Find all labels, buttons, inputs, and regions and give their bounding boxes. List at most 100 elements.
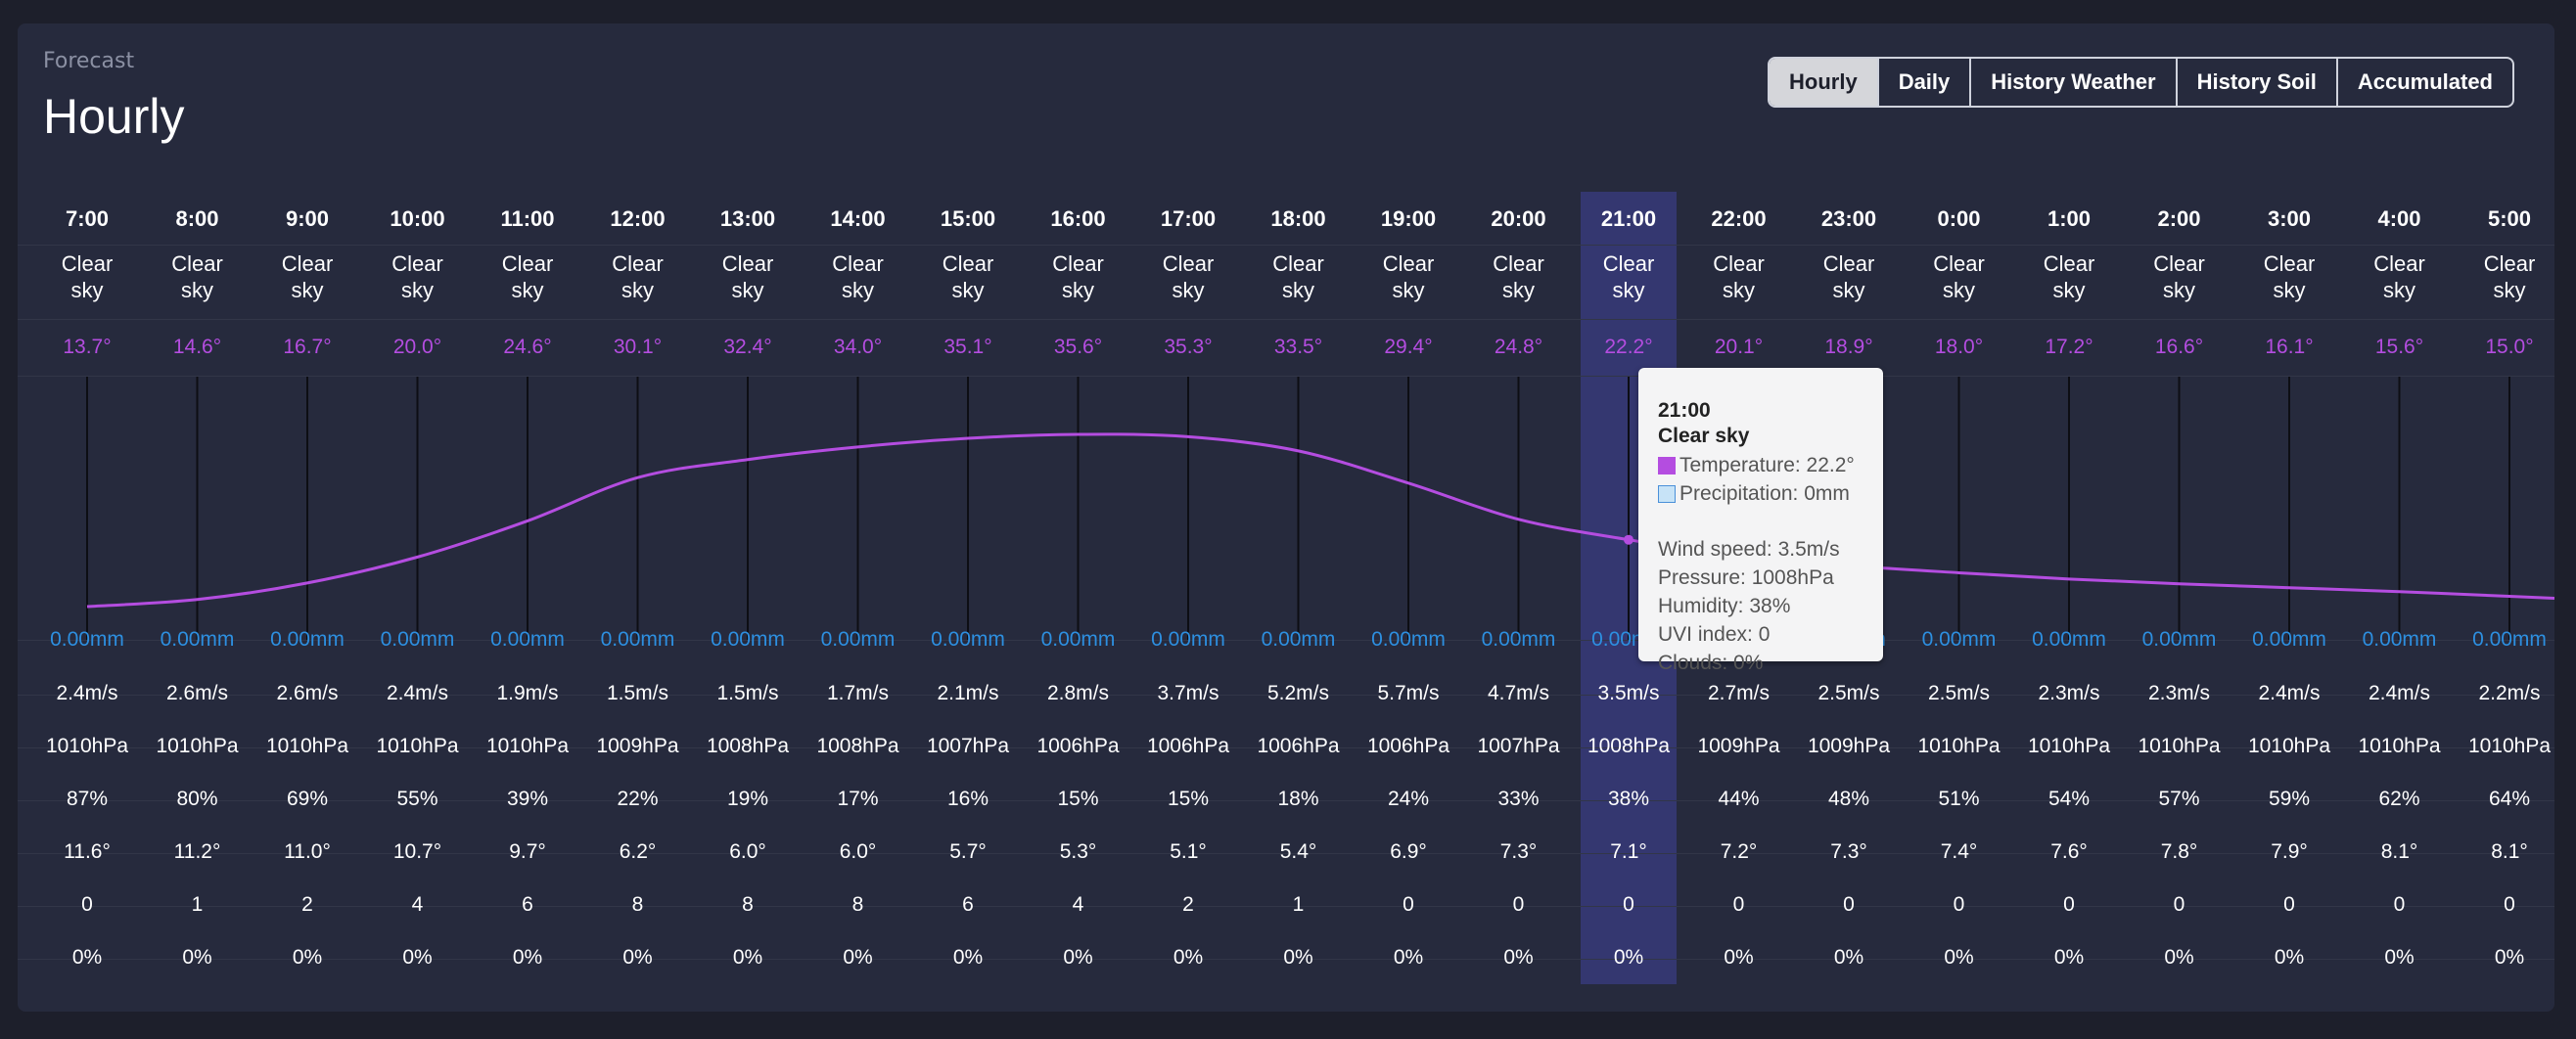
- hour-wind-speed: 2.4m/s: [56, 682, 118, 704]
- hour-condition-line: sky: [1502, 278, 1535, 302]
- tab-history-weather[interactable]: History Weather: [1969, 59, 2175, 106]
- tooltip-time: 21:00: [1658, 399, 1711, 422]
- forecast-label: Forecast: [43, 49, 135, 73]
- hour-humidity: 48%: [1827, 788, 1870, 810]
- chart-tooltip: 21:00 Clear sky Temperature: 22.2° Preci…: [1638, 368, 1883, 674]
- hour-clouds: 0%: [1283, 946, 1313, 969]
- view-tabs: Hourly Daily History Weather History Soil Ac…: [1768, 57, 2514, 108]
- hour-dew-point: 7.4°: [1940, 840, 1978, 863]
- hour-pressure: 1008hPa: [706, 735, 790, 757]
- hour-temperature: 22.2°: [1604, 336, 1653, 358]
- hour-wind-speed: 2.2m/s: [2478, 682, 2541, 704]
- hour-condition-line: sky: [1392, 278, 1425, 302]
- hour-pressure: 1009hPa: [1697, 735, 1780, 757]
- hour-time: 19:00: [1380, 206, 1437, 231]
- hour-condition-line: Clear: [721, 251, 774, 276]
- hour-wind-speed: 3.7m/s: [1157, 682, 1219, 704]
- hour-pressure: 1006hPa: [1257, 735, 1340, 757]
- hour-uv-index: 0: [81, 893, 93, 916]
- hour-wind-speed: 1.7m/s: [826, 682, 890, 704]
- hour-time: 14:00: [830, 206, 886, 231]
- hour-condition-line: sky: [2163, 278, 2195, 302]
- hour-pressure: 1010hPa: [2027, 735, 2111, 757]
- hour-precipitation: 0.00mm: [820, 628, 896, 651]
- hour-wind-speed: 2.6m/s: [165, 682, 229, 704]
- hour-condition-line: Clear: [61, 251, 114, 276]
- hour-precipitation: 0.00mm: [380, 628, 455, 651]
- temperature-line: [86, 432, 2554, 609]
- hour-temperature: 15.0°: [2485, 336, 2534, 358]
- hour-time: 22:00: [1711, 206, 1767, 231]
- hour-temperature: 30.1°: [613, 336, 663, 358]
- hour-clouds: 0%: [1724, 946, 1754, 969]
- hour-condition-line: Clear: [281, 251, 334, 276]
- hour-precipitation: 0.00mm: [931, 628, 1005, 651]
- hour-condition-line: Clear: [1713, 251, 1765, 276]
- hour-clouds: 0%: [2053, 946, 2085, 969]
- hour-condition: Clear sky: [804, 250, 913, 309]
- hour-precipitation: 0.00mm: [2032, 628, 2106, 651]
- hour-condition-line: sky: [1943, 278, 1975, 302]
- hour-condition-line: Clear: [612, 251, 664, 276]
- hour-pressure: 1010hPa: [485, 735, 570, 757]
- hour-time: 5:00: [2487, 206, 2532, 231]
- hour-precipitation: 0.00mm: [2472, 628, 2547, 651]
- hour-dew-point: 5.7°: [949, 840, 987, 863]
- page-title: Hourly: [43, 89, 185, 144]
- hour-dew-point: 11.6°: [64, 840, 111, 863]
- hour-condition: Clear sky: [1464, 250, 1574, 309]
- hour-clouds: 0%: [1503, 946, 1534, 969]
- hour-humidity: 22%: [617, 788, 659, 810]
- hour-temperature: 20.0°: [392, 336, 442, 358]
- hour-time: 16:00: [1050, 206, 1106, 231]
- tooltip-precipitation: Precipitation: 0mm: [1679, 482, 1850, 505]
- row-separator: [18, 747, 2554, 748]
- hour-condition-line: Clear: [1382, 251, 1435, 276]
- hour-dew-point: 6.2°: [619, 840, 657, 863]
- hour-condition-line: sky: [2273, 278, 2306, 302]
- hour-condition: Clear sky: [143, 250, 253, 309]
- hour-condition: Clear sky: [1574, 250, 1683, 309]
- hour-clouds: 0%: [1063, 946, 1093, 969]
- tab-hourly[interactable]: Hourly: [1770, 59, 1877, 106]
- hour-dew-point: 7.2°: [1720, 840, 1758, 863]
- hour-pressure: 1010hPa: [2358, 735, 2441, 757]
- hour-precipitation: 0.00mm: [1921, 628, 1997, 651]
- temperature-point[interactable]: [1624, 534, 1633, 545]
- hour-temperature: 16.7°: [283, 336, 332, 358]
- hour-wind-speed: 2.5m/s: [1927, 682, 1991, 704]
- hour-dew-point: 6.9°: [1390, 840, 1427, 863]
- hour-condition-line: sky: [291, 278, 324, 302]
- hour-condition-line: sky: [1832, 278, 1865, 302]
- hour-uv-index: 1: [1292, 893, 1305, 916]
- hour-dew-point: 5.4°: [1279, 840, 1317, 863]
- hour-temperature: 16.6°: [2154, 336, 2204, 358]
- tab-history-soil[interactable]: History Soil: [2175, 59, 2336, 106]
- hour-pressure: 1008hPa: [1587, 735, 1671, 757]
- hour-wind-speed: 2.4m/s: [2368, 682, 2431, 704]
- row-separator: [18, 906, 2554, 907]
- hour-pressure: 1007hPa: [926, 735, 1010, 757]
- tooltip-pressure: Pressure: 1008hPa: [1658, 566, 1834, 589]
- hour-temperature: 34.0°: [833, 336, 883, 358]
- hour-clouds: 0%: [2494, 946, 2525, 969]
- hour-condition: Clear sky: [1905, 250, 2014, 309]
- precipitation-swatch-icon: [1658, 485, 1676, 503]
- hour-wind-speed: 2.3m/s: [2038, 682, 2100, 704]
- hour-condition: Clear sky: [693, 250, 803, 309]
- hour-precipitation: 0.00mm: [160, 628, 235, 651]
- hour-temperature: 18.9°: [1824, 336, 1873, 358]
- hour-pressure: 1010hPa: [2247, 735, 2331, 757]
- hour-condition-line: Clear: [2373, 251, 2425, 276]
- row-separator: [18, 800, 2554, 801]
- hour-wind-speed: 2.6m/s: [276, 682, 339, 704]
- hour-precipitation: 0.00mm: [2252, 628, 2326, 651]
- hour-clouds: 0%: [2384, 946, 2415, 969]
- hour-condition-line: Clear: [832, 251, 884, 276]
- hour-uv-index: 2: [301, 893, 313, 916]
- tab-daily[interactable]: Daily: [1876, 59, 1970, 106]
- hour-temperature: 13.7°: [63, 336, 112, 358]
- hour-pressure: 1010hPa: [2138, 735, 2221, 757]
- tab-accumulated[interactable]: Accumulated: [2335, 59, 2512, 106]
- hour-precipitation: 0.00mm: [1151, 628, 1225, 651]
